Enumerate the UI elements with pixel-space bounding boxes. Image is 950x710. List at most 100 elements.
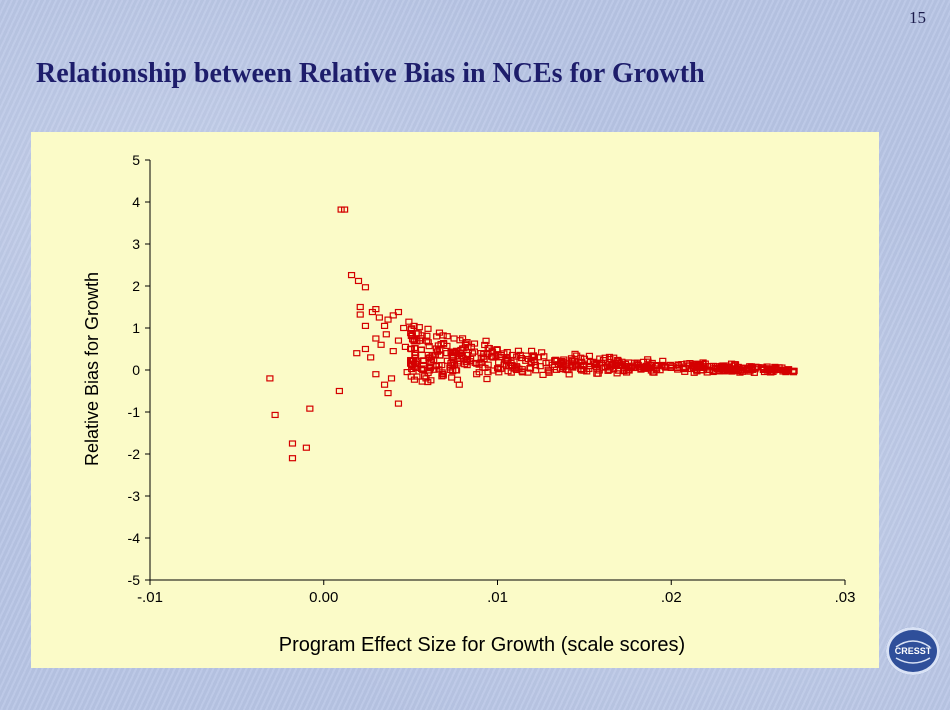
y-tick-label: 5: [132, 152, 140, 168]
data-point: [353, 350, 361, 357]
data-point: [288, 440, 297, 447]
page-number: 15: [909, 8, 926, 27]
data-point: [577, 365, 585, 373]
data-point: [475, 369, 483, 376]
data-point: [604, 367, 612, 374]
data-point: [656, 367, 664, 374]
data-point: [302, 444, 310, 451]
data-point: [620, 368, 628, 375]
data-point: [513, 353, 521, 360]
data-point: [736, 369, 744, 376]
data-point: [719, 362, 727, 369]
data-point: [367, 354, 375, 361]
data-point: [502, 356, 510, 363]
data-point: [545, 359, 553, 366]
data-point: [400, 324, 408, 332]
data-point: [593, 359, 601, 366]
data-point: [703, 366, 711, 373]
data-point: [377, 341, 385, 348]
data-point: [384, 390, 392, 397]
data-point: [531, 358, 539, 366]
data-point: [699, 363, 707, 370]
y-tick-label: -3: [128, 488, 141, 504]
data-point: [424, 325, 432, 332]
x-tick-label: 0.00: [309, 589, 338, 606]
data-point: [605, 353, 614, 361]
data-point: [740, 364, 748, 371]
data-point: [608, 360, 616, 368]
data-point: [428, 352, 436, 359]
data-point: [727, 360, 736, 367]
data-point: [306, 405, 314, 412]
data-point: [484, 344, 492, 352]
data-point: [443, 357, 451, 364]
chart-points: [266, 206, 798, 462]
data-point: [454, 358, 462, 365]
data-point: [436, 352, 444, 359]
data-point: [545, 368, 553, 375]
data-point: [389, 312, 397, 319]
data-point: [470, 340, 479, 347]
data-point: [782, 368, 791, 375]
data-point: [455, 381, 463, 388]
data-point: [452, 367, 461, 374]
data-point: [539, 371, 547, 379]
data-point: [633, 362, 641, 369]
data-point: [451, 349, 459, 356]
x-axis-label: Program Effect Size for Growth (scale sc…: [279, 634, 685, 656]
cresst-logo: CRESST: [886, 627, 940, 675]
data-point: [271, 411, 279, 419]
data-point: [522, 357, 530, 364]
data-point: [497, 351, 505, 359]
data-point: [372, 371, 380, 378]
data-point: [439, 339, 448, 347]
data-point: [680, 365, 688, 373]
data-point: [418, 332, 426, 339]
y-tick-label: -1: [128, 404, 141, 420]
data-point: [448, 374, 456, 381]
chart-panel: 5 4 3 2 1 0 -1 -2 -3 -4 -5 -.01 0.00 .01 .02 .03 Relati…: [31, 132, 879, 668]
data-point: [507, 369, 515, 376]
data-point: [458, 335, 467, 342]
data-point: [772, 364, 780, 371]
data-point: [507, 359, 515, 367]
data-point: [347, 271, 356, 279]
data-point: [354, 277, 363, 285]
data-point: [424, 339, 432, 346]
data-point: [536, 363, 544, 370]
data-point: [439, 372, 447, 379]
data-point: [380, 322, 389, 329]
data-point: [389, 348, 397, 355]
data-point: [361, 322, 370, 329]
data-point: [534, 354, 543, 361]
data-point: [380, 381, 389, 388]
x-tick-label: .01: [487, 589, 508, 606]
data-point: [453, 376, 462, 383]
data-point: [288, 455, 297, 462]
data-point: [387, 375, 396, 382]
data-point: [471, 359, 479, 367]
data-point: [418, 378, 426, 385]
y-tick-label: -2: [128, 446, 141, 462]
data-point: [480, 350, 488, 358]
data-point: [394, 400, 403, 407]
data-point: [409, 368, 417, 375]
data-point: [493, 365, 502, 372]
x-tick-label: -.01: [137, 589, 163, 606]
data-point: [384, 316, 392, 323]
data-point: [484, 350, 492, 358]
data-point: [427, 356, 436, 363]
data-point: [372, 335, 380, 342]
data-point: [407, 360, 415, 367]
chart-axes: 5 4 3 2 1 0 -1 -2 -3 -4 -5-.01 0.00 .01 .02 .03: [128, 152, 856, 606]
data-point: [699, 367, 707, 374]
data-point: [763, 363, 771, 370]
x-tick-label: .03: [835, 589, 856, 606]
data-point: [443, 333, 451, 340]
data-point: [564, 366, 572, 374]
data-point: [266, 375, 274, 382]
scatter-chart: 5 4 3 2 1 0 -1 -2 -3 -4 -5-.01 0.00 .01 .02 .03 Relati…: [82, 152, 856, 656]
y-axis-label: Relative Bias for Growth: [82, 272, 102, 466]
data-point: [557, 361, 565, 368]
slide-title: Relationship between Relative Bias in NC…: [36, 58, 705, 89]
